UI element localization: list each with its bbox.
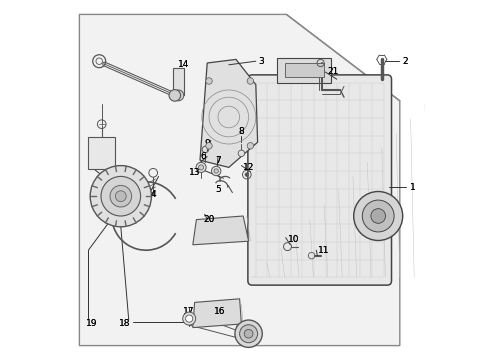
Circle shape	[247, 143, 254, 149]
Text: 2: 2	[402, 57, 408, 66]
Polygon shape	[200, 59, 258, 167]
Bar	[277, 58, 331, 83]
Text: 11: 11	[318, 246, 330, 255]
Text: 13: 13	[189, 168, 200, 177]
Text: 2: 2	[402, 57, 408, 66]
Bar	[285, 63, 324, 77]
Circle shape	[238, 150, 245, 157]
Circle shape	[183, 312, 196, 325]
Circle shape	[371, 209, 386, 223]
FancyBboxPatch shape	[248, 75, 392, 285]
Text: 3: 3	[258, 57, 264, 66]
Bar	[173, 68, 184, 95]
Text: 8: 8	[239, 127, 245, 136]
Circle shape	[354, 192, 403, 240]
Circle shape	[206, 78, 212, 84]
Text: 7: 7	[215, 156, 221, 165]
Text: 12: 12	[243, 163, 254, 172]
Text: 10: 10	[288, 235, 299, 244]
Circle shape	[110, 185, 132, 207]
Circle shape	[186, 315, 193, 322]
Text: 11: 11	[318, 246, 330, 255]
Circle shape	[245, 173, 248, 176]
Text: 16: 16	[214, 307, 225, 316]
Circle shape	[206, 143, 212, 149]
Circle shape	[173, 90, 184, 101]
Text: 6: 6	[201, 152, 206, 161]
Text: 18: 18	[119, 320, 130, 328]
Circle shape	[196, 162, 206, 172]
Text: 15: 15	[106, 186, 118, 195]
Bar	[88, 137, 116, 169]
Polygon shape	[193, 299, 242, 328]
Text: 4: 4	[150, 190, 156, 199]
Text: 5: 5	[215, 184, 221, 194]
Circle shape	[214, 169, 219, 173]
Text: 5: 5	[215, 184, 221, 194]
Text: 20: 20	[203, 215, 215, 224]
Text: 16: 16	[214, 307, 225, 316]
Text: 6: 6	[201, 152, 206, 161]
Text: 21: 21	[327, 68, 339, 77]
Text: 14: 14	[178, 60, 190, 69]
Polygon shape	[79, 14, 400, 346]
Text: 19: 19	[86, 320, 98, 328]
Text: 17: 17	[183, 307, 195, 316]
Circle shape	[240, 325, 258, 343]
Circle shape	[169, 90, 180, 101]
Circle shape	[245, 329, 253, 338]
Circle shape	[101, 176, 141, 216]
Text: 12: 12	[243, 163, 254, 172]
Text: 19: 19	[86, 320, 98, 328]
Circle shape	[116, 191, 126, 202]
Text: 14: 14	[178, 60, 190, 69]
Text: 1: 1	[410, 183, 415, 192]
Text: 21: 21	[327, 68, 339, 77]
Text: 17: 17	[183, 307, 195, 316]
Text: 10: 10	[288, 235, 299, 244]
Circle shape	[212, 166, 221, 176]
Text: 8: 8	[239, 127, 245, 136]
Text: 9: 9	[204, 139, 210, 148]
Text: 20: 20	[203, 215, 215, 224]
Circle shape	[247, 78, 254, 84]
Circle shape	[362, 200, 394, 232]
Text: 15: 15	[106, 186, 118, 195]
Text: 7: 7	[215, 156, 221, 165]
Text: 18: 18	[119, 320, 130, 328]
Text: 1: 1	[410, 183, 415, 192]
Polygon shape	[193, 216, 248, 245]
Text: 9: 9	[204, 139, 210, 148]
Circle shape	[90, 166, 151, 227]
Text: 3: 3	[258, 57, 264, 66]
Text: 4: 4	[150, 190, 156, 199]
Text: 13: 13	[189, 168, 200, 177]
Circle shape	[235, 320, 262, 347]
Circle shape	[198, 165, 204, 170]
